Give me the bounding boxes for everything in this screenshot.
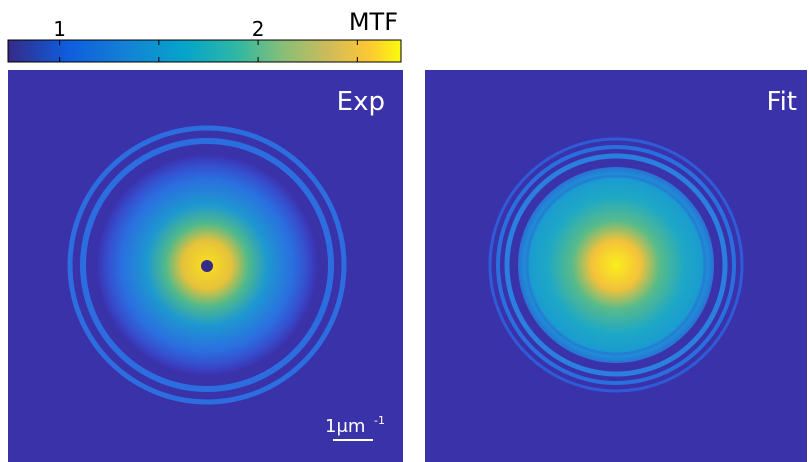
beam-stop — [201, 260, 213, 272]
figure: MTF Exp 1μm -1 Fit 1 2 — [0, 0, 809, 462]
panel-fit: Fit — [425, 70, 807, 462]
colorbar-tick-label: 1 — [53, 17, 66, 41]
colorbar-tick-label: 2 — [252, 17, 265, 41]
panel-exp: Exp 1μm -1 — [8, 70, 403, 462]
panel-title: Fit — [767, 87, 797, 117]
colorbar — [8, 40, 401, 62]
panel-title: Exp — [337, 87, 385, 117]
center-disk — [518, 167, 714, 363]
scale-bar-exponent: -1 — [374, 414, 385, 427]
scale-bar-label: 1μm — [325, 416, 365, 437]
colorbar-label: MTF — [349, 8, 398, 36]
